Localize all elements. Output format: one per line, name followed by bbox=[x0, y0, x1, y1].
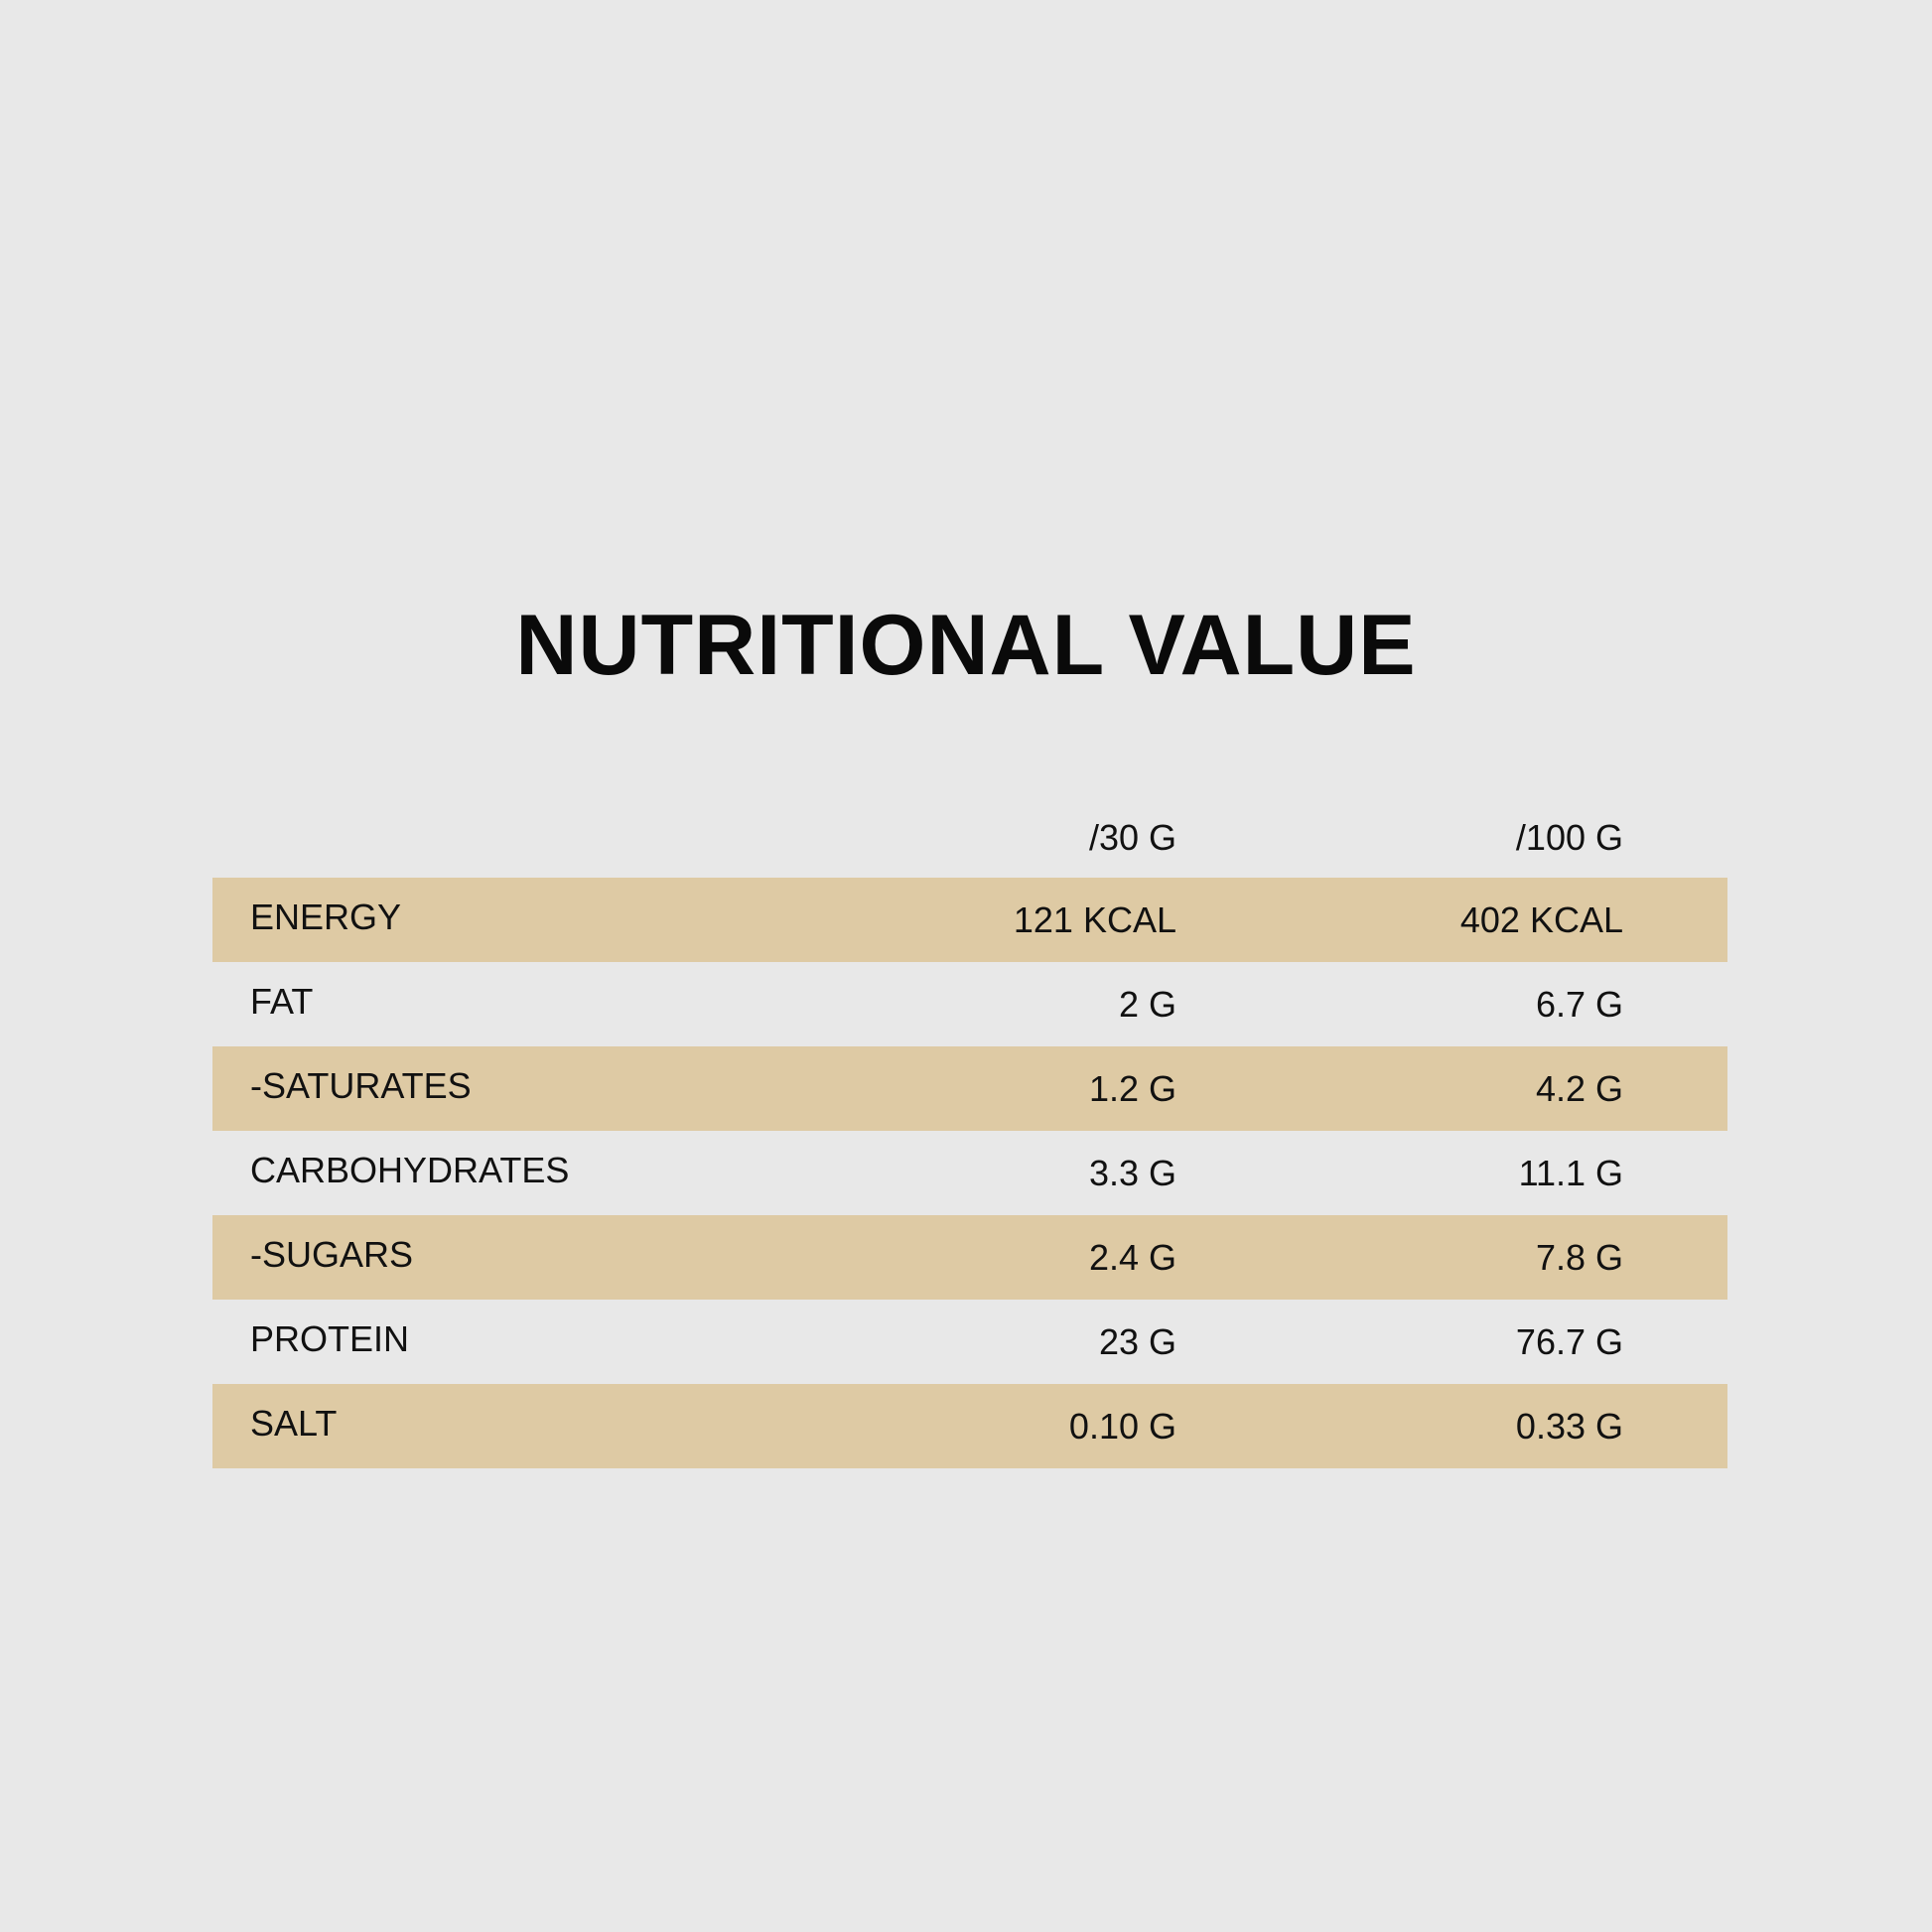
nutrient-label: -SUGARS bbox=[250, 1233, 414, 1275]
value-per-100g: 11.1 G bbox=[1518, 1152, 1623, 1193]
column-header-per-100g: /100 G bbox=[1515, 817, 1623, 858]
value-per-100g: 4.2 G bbox=[1535, 1067, 1623, 1109]
column-header-per-30g: /30 G bbox=[1088, 817, 1176, 858]
nutrient-label: CARBOHYDRATES bbox=[250, 1149, 570, 1190]
page-title: NUTRITIONAL VALUE bbox=[515, 598, 1417, 693]
value-per-30g: 1.2 G bbox=[1088, 1067, 1176, 1109]
table-row-carbohydrates: CARBOHYDRATES 3.3 G 11.1 G bbox=[212, 1131, 1727, 1215]
nutrition-table: /30 G /100 G ENERGY 121 KCAL 402 KCAL FA… bbox=[212, 794, 1727, 1468]
value-per-30g: 2 G bbox=[1118, 983, 1176, 1025]
nutrient-label: -SATURATES bbox=[250, 1064, 472, 1106]
value-per-100g: 0.33 G bbox=[1515, 1405, 1623, 1447]
value-per-100g: 76.7 G bbox=[1515, 1320, 1623, 1362]
table-row-protein: PROTEIN 23 G 76.7 G bbox=[212, 1300, 1727, 1384]
table-row-salt: SALT 0.10 G 0.33 G bbox=[212, 1384, 1727, 1468]
value-per-30g: 2.4 G bbox=[1088, 1236, 1176, 1278]
table-row-saturates: -SATURATES 1.2 G 4.2 G bbox=[212, 1046, 1727, 1131]
value-per-30g: 0.10 G bbox=[1068, 1405, 1176, 1447]
table-header-row: /30 G /100 G bbox=[212, 794, 1727, 878]
nutrient-label: SALT bbox=[250, 1402, 338, 1444]
table-row-fat: FAT 2 G 6.7 G bbox=[212, 962, 1727, 1046]
value-per-100g: 7.8 G bbox=[1535, 1236, 1623, 1278]
nutrient-label: ENERGY bbox=[250, 896, 402, 937]
nutrient-label: FAT bbox=[250, 980, 314, 1022]
table-row-energy: ENERGY 121 KCAL 402 KCAL bbox=[212, 878, 1727, 962]
value-per-30g: 121 KCAL bbox=[1013, 898, 1176, 940]
value-per-100g: 6.7 G bbox=[1535, 983, 1623, 1025]
value-per-100g: 402 KCAL bbox=[1459, 898, 1623, 940]
value-per-30g: 3.3 G bbox=[1088, 1152, 1176, 1193]
table-row-sugars: -SUGARS 2.4 G 7.8 G bbox=[212, 1215, 1727, 1300]
nutrient-label: PROTEIN bbox=[250, 1317, 410, 1359]
value-per-30g: 23 G bbox=[1098, 1320, 1176, 1362]
